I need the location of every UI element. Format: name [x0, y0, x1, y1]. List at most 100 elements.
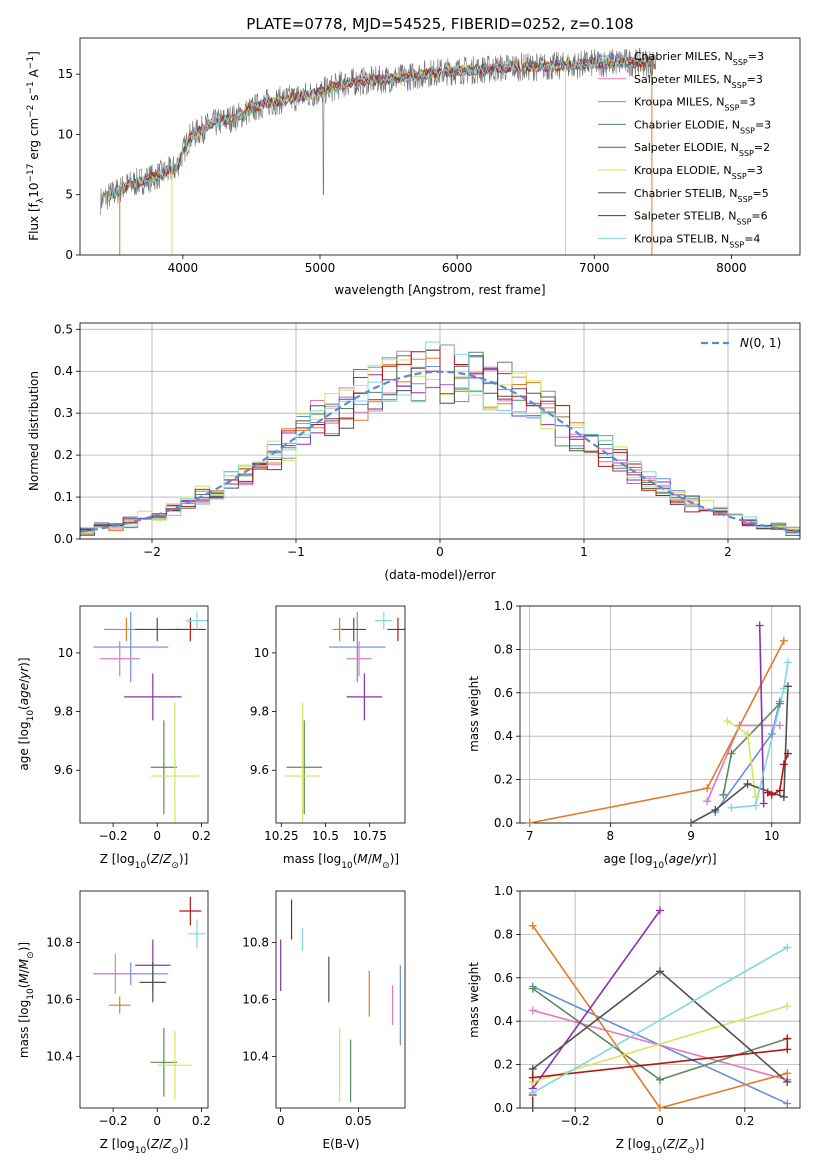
y-axis-label: Normed distribution [27, 371, 41, 491]
x-tick-label: 0 [153, 1114, 161, 1128]
series-line [532, 1009, 788, 1081]
plot-area [93, 896, 206, 1100]
gaussian-curve [80, 370, 800, 533]
x-tick-label: −0.2 [99, 1114, 128, 1128]
plus-marker [656, 906, 664, 915]
x-axis-label: Z [log10(Z/Z⊙)] [616, 1137, 705, 1156]
plus-marker [783, 1034, 792, 1043]
plus-marker [755, 621, 764, 630]
axes-frame [275, 890, 406, 1109]
y-tick-label: 10.6 [242, 993, 269, 1007]
plus-marker [656, 1075, 664, 1084]
y-tick-label: 9.6 [54, 763, 73, 777]
histogram-kroupa-stelib [80, 341, 800, 535]
legend-entry: N(0, 1) [740, 336, 781, 350]
y-tick-label: 0.5 [54, 322, 73, 336]
plot-area [280, 899, 401, 1103]
x-tick-label: 0.2 [735, 1114, 754, 1128]
axes-frame [79, 322, 801, 540]
y-tick-label: 10 [254, 646, 269, 660]
panel-residuals: −2 −1 0 1 2 0.0 0.1 0.2 0.3 0.4 0.5 N(0, 1) (data-mo… [27, 322, 801, 582]
plus-marker [767, 790, 776, 799]
plus-marker [528, 1088, 537, 1097]
x-axis-label: (data-model)/error [384, 568, 495, 582]
series-line [690, 686, 789, 823]
y-tick-label: 0.6 [494, 686, 513, 700]
y-tick-label: 0.6 [494, 971, 513, 985]
plus-marker [743, 779, 752, 788]
x-axis-label: E(B-V) [322, 1137, 359, 1151]
observed-spectrum-line [100, 47, 657, 216]
y-tick-label: 9.8 [54, 705, 73, 719]
y-tick-label: 0.0 [54, 532, 73, 546]
x-axis-label: wavelength [Angstrom, rest frame] [334, 283, 545, 297]
x-tick-label: 7 [526, 829, 534, 843]
x-tick-label: 9 [687, 829, 695, 843]
y-tick-label: 0.4 [494, 1014, 513, 1028]
series-line [714, 701, 781, 813]
y-axis-label: mass weight [467, 676, 481, 752]
panel-mass-weight-vs-age: 7 8 9 10 0.0 0.2 0.4 0.6 0.8 1.0 age [log10(age/yr… [467, 599, 801, 871]
y-axis-label: Flux [fλ10−17 erg cm−2 s−1 A−1] [26, 51, 46, 241]
plus-marker [779, 760, 788, 769]
x-tick-label: 0 [153, 829, 161, 843]
y-tick-label: 10 [58, 646, 73, 660]
plot-area [80, 341, 800, 536]
y-axis-label: mass weight [467, 962, 481, 1038]
plus-marker [775, 721, 784, 730]
y-tick-label: 1.0 [494, 884, 513, 898]
y-tick-label: 10.8 [46, 935, 73, 949]
plus-marker [783, 1045, 792, 1054]
figure-title: PLATE=0778, MJD=54525, FIBERID=0252, z=0… [246, 15, 633, 33]
plus-marker [783, 749, 792, 758]
plus-marker [735, 721, 744, 730]
y-tick-label: 0.2 [54, 448, 73, 462]
plus-marker [727, 749, 736, 758]
plus-marker [783, 1069, 792, 1078]
plus-marker [767, 730, 776, 739]
panel-age-vs-mass: 10.25 10.5 10.75 9.6 9.8 10 mass [log10(M/M⊙)] [250, 605, 406, 871]
plus-marker [656, 967, 664, 976]
y-tick-label: 0.0 [494, 1101, 513, 1115]
x-tick-label: 2 [724, 545, 732, 559]
model-spectrum-salpeter-stelib [108, 56, 653, 202]
plus-marker [751, 792, 760, 801]
y-tick-label: 10.4 [46, 1050, 73, 1064]
y-tick-label: 10 [58, 127, 73, 141]
histogram-salpeter-stelib [80, 344, 800, 531]
legend-entry: Salpeter MILES, NSSP=3 [634, 73, 763, 90]
plus-marker [783, 943, 792, 952]
plus-marker [528, 1104, 537, 1112]
panel-mass-vs-Z: −0.2 0 0.2 10.4 10.6 10.8 Z [log10(Z/Z⊙)] mass … [17, 890, 211, 1156]
x-axis-label: Z [log10(Z/Z⊙)] [100, 852, 189, 871]
model-spectrum-kroupa-stelib [108, 56, 653, 202]
x-tick-label: 8 [607, 829, 615, 843]
x-tick-label: −2 [143, 545, 161, 559]
axes-frame [275, 605, 406, 824]
x-axis-label: age [log10(age/yr)] [603, 852, 716, 871]
model-spectrum-chabrier-stelib [108, 56, 653, 202]
plus-marker [719, 790, 728, 799]
plus-marker [779, 684, 788, 693]
plus-marker [783, 682, 792, 691]
legend-entry: Salpeter STELIB, NSSP=6 [634, 210, 768, 227]
legend-entry: Chabrier MILES, NSSP=3 [634, 50, 764, 67]
histogram-chabrier-stelib [80, 349, 800, 536]
plus-marker [783, 1077, 792, 1086]
y-tick-label: 10.6 [46, 993, 73, 1007]
plus-marker [783, 658, 792, 667]
y-tick-label: 10.8 [242, 935, 269, 949]
plus-marker [783, 1099, 792, 1108]
plus-marker [703, 797, 712, 806]
x-tick-label: 1 [580, 545, 588, 559]
plus-marker [528, 1006, 537, 1015]
y-tick-label: 0.2 [494, 1058, 513, 1072]
x-tick-label: 5000 [305, 261, 336, 275]
x-tick-label: 0 [277, 1114, 285, 1128]
plus-marker [763, 788, 772, 797]
panel-spectrum: 4000 5000 6000 7000 8000 0 5 10 15 wavelength [An… [26, 37, 801, 297]
plot-area [529, 625, 789, 823]
x-axis-label: mass [log10(M/M⊙)] [283, 852, 399, 871]
plus-marker [779, 792, 788, 801]
